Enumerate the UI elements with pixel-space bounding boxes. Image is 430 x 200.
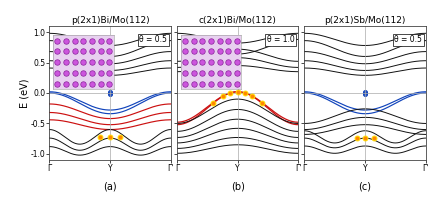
Text: θ = 0.5: θ = 0.5 (139, 35, 167, 44)
Text: (c): (c) (359, 181, 372, 191)
Title: p(2x1)Sb/Mo(112): p(2x1)Sb/Mo(112) (324, 16, 405, 25)
Text: θ = 1.0: θ = 1.0 (267, 35, 295, 44)
Title: c(2x1)Bi/Mo(112): c(2x1)Bi/Mo(112) (199, 16, 276, 25)
Text: θ = 0.5: θ = 0.5 (394, 35, 422, 44)
Title: p(2x1)Bi/Mo(112): p(2x1)Bi/Mo(112) (71, 16, 150, 25)
Text: (a): (a) (103, 181, 117, 191)
Text: (b): (b) (230, 181, 245, 191)
Y-axis label: E (eV): E (eV) (19, 78, 29, 108)
